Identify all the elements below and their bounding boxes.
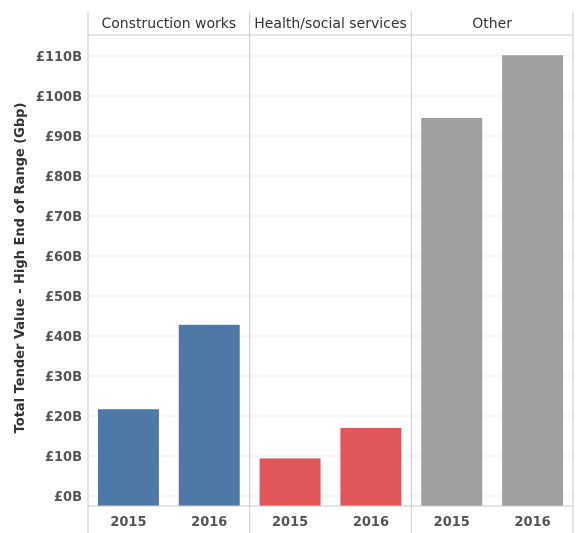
y-tick-label: £70B <box>45 210 82 225</box>
y-tick-label: £30B <box>45 370 82 385</box>
y-tick-label: £40B <box>45 330 82 345</box>
y-axis-label: Total Tender Value - High End of Range (… <box>13 103 28 434</box>
panel-title: Health/social services <box>254 16 407 32</box>
y-tick-label: £80B <box>45 170 82 185</box>
x-tick-label: 2016 <box>191 515 227 530</box>
labels: £0B £10B £20B £30B £40B £50B £60B £70B £80B £90B £… <box>36 16 551 530</box>
panel-title: Other <box>472 16 512 32</box>
y-tick-label: £60B <box>45 250 82 265</box>
bars <box>97 55 564 506</box>
panel-frames <box>87 12 574 533</box>
gridlines <box>88 55 573 497</box>
bar <box>502 55 564 506</box>
panel-title: Construction works <box>101 16 236 32</box>
bar <box>178 324 240 506</box>
x-tick-label: 2016 <box>514 515 550 530</box>
y-tick-label: £90B <box>45 130 82 145</box>
x-tick-label: 2016 <box>353 515 389 530</box>
x-tick-label: 2015 <box>110 515 146 530</box>
bar <box>97 409 159 506</box>
y-tick-label: £110B <box>36 50 82 65</box>
y-tick-label: £50B <box>45 290 82 305</box>
bar <box>259 458 321 506</box>
y-tick-label: £20B <box>45 410 82 425</box>
y-tick-label: £10B <box>45 450 82 465</box>
y-tick-label: £0B <box>54 490 82 505</box>
x-tick-label: 2015 <box>434 515 470 530</box>
x-tick-label: 2015 <box>272 515 308 530</box>
bar <box>340 428 402 506</box>
bar <box>421 118 483 506</box>
y-tick-label: £100B <box>36 90 82 105</box>
